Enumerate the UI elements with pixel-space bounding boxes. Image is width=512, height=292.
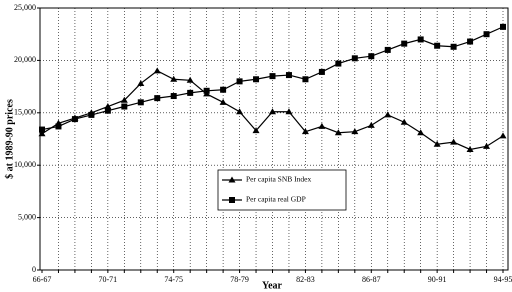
data-point [335,60,342,67]
data-point [170,93,177,100]
data-point [137,79,145,86]
y-tick-label: 0 [32,265,36,274]
data-point [38,130,46,137]
data-point [154,95,161,102]
data-point [285,72,292,79]
data-point [120,96,128,103]
data-point [88,111,95,118]
x-tick-label: 82-83 [296,275,315,284]
data-point [137,99,144,106]
data-point [368,53,375,60]
y-tick-label: 10,000 [14,160,36,169]
data-point [384,46,391,53]
data-point [153,67,161,74]
data-point [450,43,457,50]
data-point [433,140,441,147]
data-point [269,108,276,115]
x-tick-label: 78-79 [230,275,249,284]
data-point [434,42,441,49]
legend-marker [228,176,236,183]
data-point [499,132,507,139]
data-point [417,36,424,43]
data-point [483,142,491,149]
data-point [351,128,359,135]
data-point [236,78,243,85]
data-point [121,103,128,110]
x-tick-label: 66-67 [33,275,52,284]
data-point [252,127,260,134]
data-point [401,40,408,47]
data-point [55,123,62,130]
data-point [285,108,293,115]
x-tick-label: 94-95 [494,275,512,284]
legend-label: Per capita SNB Index [246,175,311,184]
data-point [384,111,392,118]
y-tick-label: 15,000 [14,108,36,117]
data-point [367,121,375,128]
x-tick-label: 74-75 [164,275,183,284]
y-axis-label: $ at 1989-90 prices [4,99,15,179]
data-point [318,68,325,75]
legend-box [217,169,347,211]
data-point [417,129,425,136]
legend-marker [229,197,235,203]
x-axis-label: Year [262,280,283,291]
data-point [104,107,111,114]
legend-label: Per capita real GDP [246,195,306,204]
y-tick-label: 5,000 [18,212,36,221]
y-tick-label: 25,000 [14,3,36,12]
data-point [203,87,210,94]
data-point [253,76,260,83]
data-point [104,103,112,110]
data-point [219,98,227,105]
data-point [351,55,358,62]
data-point [236,108,244,115]
data-point [500,23,506,30]
x-tick-label: 70-71 [99,275,118,284]
data-point [302,76,309,83]
data-point [170,75,178,82]
plot-frame [39,7,509,271]
y-tick-label: 20,000 [14,55,36,64]
data-point [269,73,276,80]
data-point [220,86,227,93]
data-point [71,116,78,123]
data-point [318,122,326,129]
data-point [39,126,45,133]
data-point [301,128,309,135]
data-point [187,89,194,96]
x-tick-label: 86-87 [362,275,381,284]
data-point [400,118,408,125]
data-point [466,145,474,152]
data-point [186,76,194,83]
data-point [450,138,458,145]
x-tick-label: 90-91 [428,275,447,284]
data-point [483,31,490,38]
data-point [467,38,474,45]
data-point [334,129,342,136]
